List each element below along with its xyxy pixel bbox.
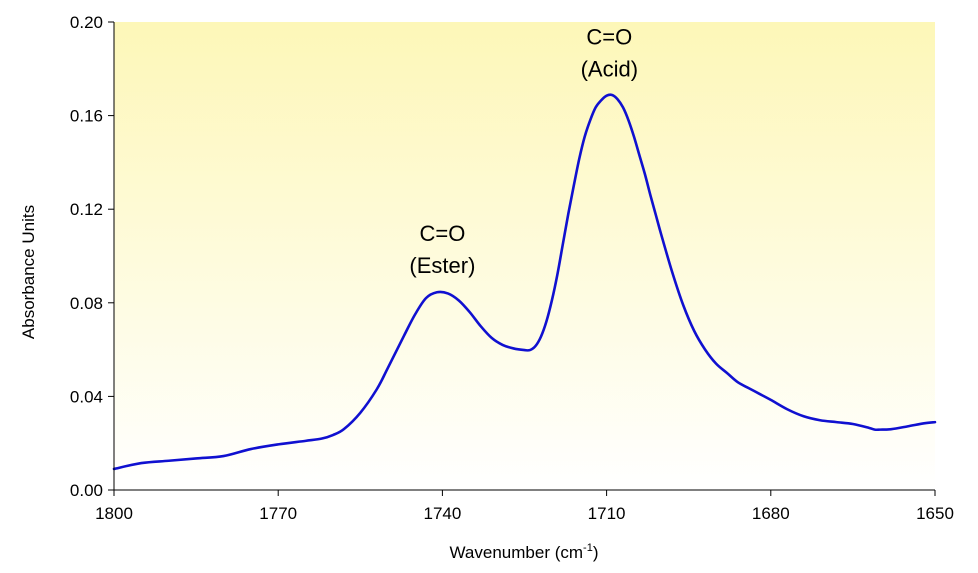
x-axis-label-main: Wavenumber (cm	[450, 543, 584, 562]
peak-annotation-line: (Ester)	[409, 253, 475, 278]
x-tick-label: 1740	[423, 504, 461, 523]
x-tick-label: 1650	[916, 504, 954, 523]
peak-annotation-line: C=O	[419, 221, 465, 246]
x-tick-label: 1800	[95, 504, 133, 523]
y-tick-label: 0.04	[70, 387, 103, 406]
x-tick-label: 1680	[752, 504, 790, 523]
axis-ticks: 0.00 0.04 0.08 0.12 0.16 0.20 1800 1770 1740 1710…	[70, 13, 954, 523]
peak-annotation-line: C=O	[586, 25, 632, 50]
peak-annotations: C=O (Ester) C=O (Acid)	[409, 25, 638, 279]
y-tick-label: 0.08	[70, 294, 103, 313]
plot-background	[114, 22, 935, 490]
absorbance-series-line	[112, 93, 937, 471]
y-axis-label: Absorbance Units	[19, 205, 38, 339]
x-axis-label: Wavenumber (cm-1)	[450, 542, 599, 562]
x-tick-label: 1710	[588, 504, 626, 523]
peak-annotation-line: (Acid)	[581, 57, 638, 82]
y-tick-label: 0.16	[70, 107, 103, 126]
y-tick-label: 0.00	[70, 481, 103, 500]
y-tick-label: 0.12	[70, 200, 103, 219]
x-axis-label-close: )	[593, 543, 599, 562]
y-tick-label: 0.20	[70, 13, 103, 32]
x-tick-label: 1770	[259, 504, 297, 523]
x-axis-label-superscript: -1	[583, 542, 593, 554]
